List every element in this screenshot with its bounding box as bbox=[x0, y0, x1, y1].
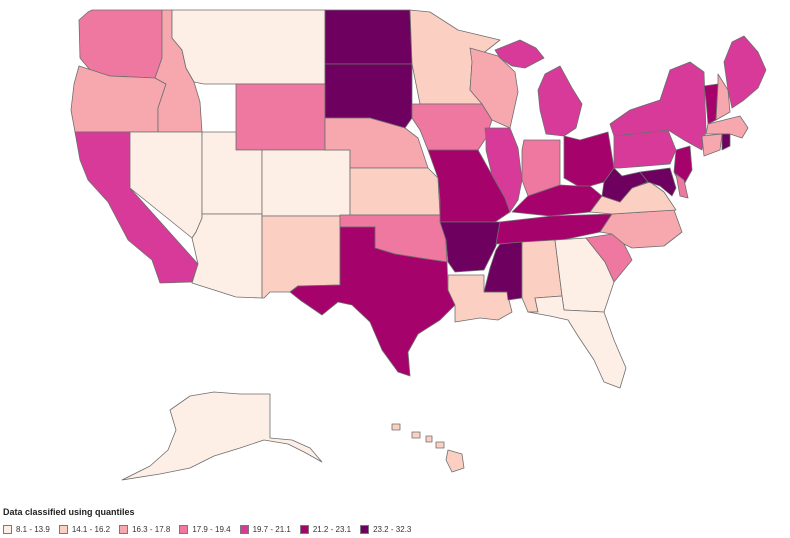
choropleth-map bbox=[70, 9, 767, 481]
state-PA[interactable] bbox=[613, 129, 677, 169]
state-MA[interactable] bbox=[705, 115, 749, 139]
legend-item: 23.2 - 32.3 bbox=[360, 524, 412, 534]
legend-label: 16.3 - 17.8 bbox=[132, 524, 171, 534]
state-LA[interactable] bbox=[447, 274, 513, 323]
legend-swatch bbox=[3, 524, 12, 534]
state-DE[interactable] bbox=[675, 173, 689, 199]
legend-swatch bbox=[119, 524, 129, 534]
legend-label: 8.1 - 13.9 bbox=[16, 524, 50, 534]
state-NY[interactable] bbox=[609, 61, 707, 151]
state-TX[interactable] bbox=[289, 226, 456, 377]
state-FL[interactable] bbox=[527, 295, 627, 389]
state-IL[interactable] bbox=[484, 127, 523, 213]
legend-label: 14.1 - 16.2 bbox=[71, 524, 111, 534]
state-KY[interactable] bbox=[511, 184, 603, 217]
legend: 8.1 - 13.9 14.1 - 16.2 16.3 - 17.8 17.9 - 1… bbox=[3, 522, 420, 536]
legend-item: 16.3 - 17.8 bbox=[119, 524, 171, 534]
state-AK[interactable] bbox=[121, 391, 323, 481]
legend-label: 21.2 - 23.1 bbox=[312, 524, 352, 534]
legend-title: Data classified using quantiles bbox=[3, 507, 135, 517]
legend-item: 19.7 - 21.1 bbox=[239, 524, 291, 534]
legend-label: 17.9 - 19.4 bbox=[192, 524, 231, 534]
legend-swatch bbox=[299, 524, 309, 534]
state-KS[interactable] bbox=[349, 167, 441, 216]
state-RI[interactable] bbox=[721, 133, 731, 151]
state-NH[interactable] bbox=[715, 73, 731, 121]
state-CT[interactable] bbox=[701, 133, 723, 157]
state-HI[interactable] bbox=[391, 423, 465, 473]
legend-swatch bbox=[239, 524, 249, 534]
state-AZ[interactable] bbox=[191, 213, 263, 299]
state-MD[interactable] bbox=[639, 167, 677, 197]
legend-item: 14.1 - 16.2 bbox=[58, 524, 111, 534]
legend-item: 8.1 - 13.9 bbox=[3, 524, 50, 534]
state-IA[interactable] bbox=[411, 103, 493, 151]
legend-label: 19.7 - 21.1 bbox=[252, 524, 291, 534]
state-MI[interactable] bbox=[494, 39, 583, 137]
legend-item: 17.9 - 19.4 bbox=[179, 524, 231, 534]
state-WI[interactable] bbox=[469, 47, 519, 129]
legend-swatch bbox=[179, 524, 189, 534]
state-WY[interactable] bbox=[235, 83, 326, 151]
state-VT[interactable] bbox=[703, 83, 719, 125]
state-ME[interactable] bbox=[723, 35, 767, 109]
state-MO[interactable] bbox=[427, 149, 511, 223]
legend-item: 21.2 - 23.1 bbox=[299, 524, 352, 534]
state-MT[interactable] bbox=[171, 9, 326, 85]
state-CO[interactable] bbox=[261, 149, 351, 217]
legend-swatch bbox=[58, 524, 68, 534]
state-WA[interactable] bbox=[78, 9, 163, 79]
legend-label: 23.2 - 32.3 bbox=[373, 524, 412, 534]
state-ND[interactable] bbox=[324, 9, 413, 65]
legend-swatch bbox=[360, 524, 370, 534]
